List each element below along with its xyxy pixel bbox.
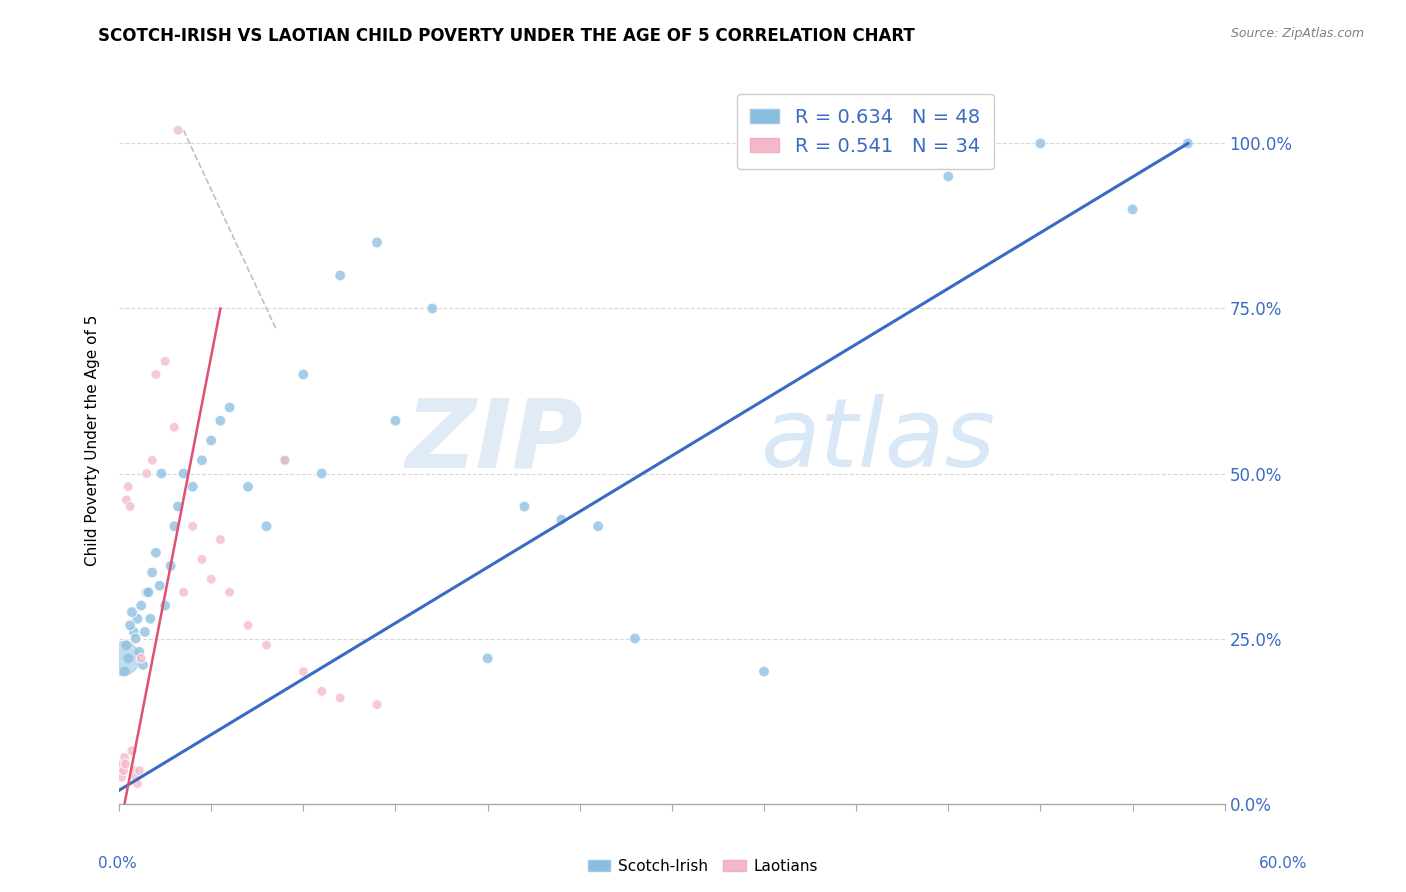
Point (209, 414, 232, 428)
Point (384, 414, 406, 428)
Point (139, 612, 162, 626)
Point (173, 585, 195, 599)
Point (550, 513, 572, 527)
Text: 0.0%: 0.0% (98, 856, 138, 871)
Point (586, 519, 609, 533)
Point (121, 744, 143, 758)
Point (145, 368, 167, 382)
Point (329, 268, 352, 283)
Point (311, 467, 333, 481)
Point (477, 651, 499, 665)
Point (200, 434, 222, 448)
Point (132, 657, 155, 672)
Text: SCOTCH-IRISH VS LAOTIAN CHILD POVERTY UNDER THE AGE OF 5 CORRELATION CHART: SCOTCH-IRISH VS LAOTIAN CHILD POVERTY UN… (98, 27, 915, 45)
Point (145, 546, 167, 560)
Point (134, 624, 156, 639)
Point (256, 638, 278, 652)
Point (129, 599, 152, 613)
Point (135, 467, 157, 481)
Point (209, 533, 232, 547)
Point (117, 651, 139, 665)
Point (115, 492, 138, 507)
Point (117, 480, 139, 494)
Point (124, 632, 146, 646)
Y-axis label: Child Poverty Under the Age of 5: Child Poverty Under the Age of 5 (86, 315, 100, 566)
Point (167, 500, 190, 514)
Point (236, 618, 259, 632)
Point (181, 519, 204, 533)
Point (292, 665, 315, 679)
Point (138, 585, 160, 599)
Point (218, 401, 240, 415)
Point (128, 645, 150, 659)
Legend: R = 0.634   N = 48, R = 0.541   N = 34: R = 0.634 N = 48, R = 0.541 N = 34 (737, 95, 994, 169)
Text: 60.0%: 60.0% (1260, 856, 1308, 871)
Point (114, 756, 136, 771)
Point (752, 665, 775, 679)
Point (274, 453, 297, 467)
Point (141, 453, 163, 467)
Point (181, 480, 204, 494)
Point (420, 301, 443, 316)
Point (173, 467, 195, 481)
Point (124, 770, 146, 784)
Point (114, 750, 136, 764)
Point (329, 690, 352, 705)
Point (191, 453, 214, 467)
Point (115, 638, 138, 652)
Point (366, 235, 388, 250)
Text: ZIP: ZIP (405, 394, 583, 487)
Point (135, 585, 157, 599)
Text: atlas: atlas (761, 394, 995, 487)
Point (141, 566, 163, 580)
Point (292, 368, 315, 382)
Point (153, 354, 176, 368)
Point (200, 572, 222, 586)
Point (936, 169, 959, 184)
Point (236, 480, 259, 494)
Point (112, 764, 135, 778)
Point (128, 764, 150, 778)
Point (311, 684, 333, 698)
Point (513, 500, 536, 514)
Point (111, 756, 134, 771)
Text: Source: ZipAtlas.com: Source: ZipAtlas.com (1230, 27, 1364, 40)
Point (114, 665, 136, 679)
Point (256, 519, 278, 533)
Legend: Scotch-Irish, Laotians: Scotch-Irish, Laotians (582, 853, 824, 880)
Point (127, 612, 149, 626)
Point (167, 123, 190, 137)
Point (120, 500, 142, 514)
Point (624, 632, 647, 646)
Point (120, 618, 142, 632)
Point (149, 579, 172, 593)
Point (111, 651, 134, 665)
Point (366, 698, 388, 712)
Point (129, 651, 152, 665)
Point (110, 764, 132, 778)
Point (163, 519, 186, 533)
Point (1122, 202, 1144, 217)
Point (150, 467, 173, 481)
Point (274, 453, 297, 467)
Point (122, 764, 145, 778)
Point (153, 599, 176, 613)
Point (218, 585, 240, 599)
Point (122, 624, 145, 639)
Point (1177, 136, 1199, 151)
Point (191, 552, 214, 566)
Point (1029, 136, 1052, 151)
Point (127, 777, 149, 791)
Point (163, 420, 186, 434)
Point (111, 770, 134, 784)
Point (159, 558, 181, 573)
Point (121, 605, 143, 619)
